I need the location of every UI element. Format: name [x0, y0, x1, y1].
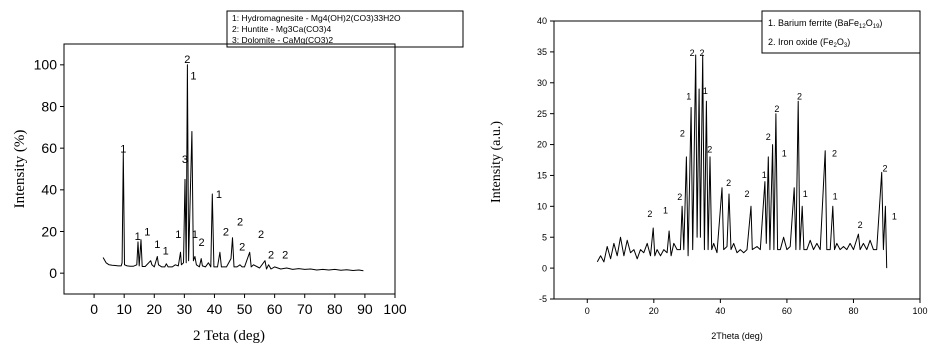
peak-label: 1: [782, 148, 787, 158]
peak-label: 1: [892, 211, 897, 221]
y-tick-label: 30: [537, 78, 547, 88]
y-tick-label: 40: [41, 182, 57, 198]
peak-label: 2: [766, 132, 771, 142]
peak-label: 2: [858, 220, 863, 230]
legend-entry-2: 2: Huntite - Mg3Ca(CO3)4: [232, 24, 331, 34]
legend-entry-3: 3: Dolomite - CaMg(CO3)2: [232, 35, 333, 45]
peak-label: 2: [680, 129, 685, 139]
peak-label: 1: [175, 229, 181, 241]
x-tick-label: 70: [297, 301, 313, 317]
y-tick-label: 15: [537, 171, 547, 181]
peak-label: 2: [797, 91, 802, 101]
peak-label: 2: [700, 48, 705, 58]
peak-label: 1: [686, 91, 691, 101]
peak-label: 2: [184, 54, 190, 66]
x-tick-label: 50: [237, 301, 253, 317]
peak-label: 1: [803, 189, 808, 199]
peak-label: 1: [762, 170, 767, 180]
y-tick-label: 35: [537, 47, 547, 57]
xrd-trace-series: [596, 54, 888, 269]
y-tick-label: 20: [41, 223, 57, 239]
x-tick-label: 60: [782, 306, 792, 316]
peak-label: 2: [707, 145, 712, 155]
peak-label: 2: [677, 192, 682, 202]
peak-label: 2: [690, 48, 695, 58]
x-axis-ticks: 0 10 20 30 40 50 60 70 80 90 100: [90, 294, 407, 317]
peak-label: 1: [190, 70, 196, 82]
peak-label: 1: [154, 239, 160, 251]
peak-label: 2: [282, 250, 288, 262]
peak-label: 2: [223, 227, 229, 239]
y-axis-ticks: 0 20 40 60 80 100: [34, 57, 64, 281]
legend-entry-1: 1: Hydromagnesite - Mg4(OH)2(CO3)33H2O: [232, 13, 401, 23]
x-tick-label: 60: [267, 301, 283, 317]
y-tick-label: 5: [542, 232, 547, 242]
y-tick-label: 100: [34, 57, 58, 73]
peak-label: 1: [663, 206, 668, 216]
x-tick-label: 100: [912, 306, 927, 316]
peak-label: 2: [744, 189, 749, 199]
y-axis-title: Intensity (%): [12, 130, 28, 209]
peak-label: 2: [726, 178, 731, 188]
plot-frame: [553, 20, 921, 300]
x-axis-title: 2Theta (deg): [711, 331, 763, 341]
plot-frame: [63, 43, 396, 295]
y-tick-label: 40: [537, 16, 547, 26]
y-tick-label: 0: [542, 263, 547, 273]
x-tick-label: 0: [585, 306, 590, 316]
x-tick-label: 30: [177, 301, 193, 317]
y-axis-title: Intensity (a.u.): [489, 121, 504, 203]
peak-label: 2: [832, 148, 837, 158]
peak-label: 2: [268, 250, 274, 262]
y-tick-label: -5: [539, 294, 547, 304]
peak-label: 2: [239, 241, 245, 253]
y-tick-label: 20: [537, 140, 547, 150]
x-tick-label: 80: [327, 301, 343, 317]
peak-label: 1: [703, 86, 708, 96]
x-tick-label: 20: [649, 306, 659, 316]
x-tick-label: 90: [357, 301, 373, 317]
legend-frame: [761, 10, 921, 54]
peak-label: 2: [647, 209, 652, 219]
y-tick-label: 25: [537, 109, 547, 119]
x-tick-label: 100: [383, 301, 407, 317]
y-tick-label: 10: [537, 201, 547, 211]
y-axis-ticks: -5 0 5 10 15 20 25 30 35 40: [537, 16, 554, 304]
peak-label: 1: [120, 143, 126, 155]
x-tick-label: 20: [146, 301, 162, 317]
x-tick-label: 80: [848, 306, 858, 316]
peak-label: 1: [216, 189, 222, 201]
legend-box: 1. Barium ferrite (BaFe12O19) 2. Iron ox…: [761, 10, 921, 54]
x-tick-label: 10: [116, 301, 132, 317]
xrd-trace-series: [102, 64, 364, 272]
legend-entry-2: 2. Iron oxide (Fe2O3): [768, 37, 850, 49]
y-tick-label: 60: [41, 140, 57, 156]
peak-label: 1: [192, 229, 198, 241]
peak-label: 2: [237, 216, 243, 228]
peak-label: 1: [144, 227, 150, 239]
legend-entry-1: 1. Barium ferrite (BaFe12O19): [768, 18, 882, 30]
x-axis-ticks: 0 20 40 60 80 100: [585, 299, 928, 316]
peak-label: 1: [163, 245, 169, 257]
x-tick-label: 0: [90, 301, 98, 317]
peak-label: 2: [198, 237, 204, 249]
legend-frame: [226, 10, 464, 48]
peak-label: 1: [135, 231, 141, 243]
legend-box: 1: Hydromagnesite - Mg4(OH)2(CO3)33H2O 2…: [226, 10, 464, 48]
x-tick-label: 40: [207, 301, 223, 317]
peak-label: 3: [182, 154, 188, 166]
peak-label: 2: [774, 104, 779, 114]
peak-label: 1: [833, 192, 838, 202]
y-tick-label: 80: [41, 98, 57, 114]
x-tick-label: 40: [715, 306, 725, 316]
y-tick-label: 0: [49, 265, 57, 281]
peak-label: 2: [883, 164, 888, 174]
x-axis-title: 2 Teta (deg): [193, 328, 265, 343]
peak-label: 2: [258, 229, 264, 241]
chart-hydromagnesite-xrd: 1: Hydromagnesite - Mg4(OH)2(CO3)33H2O 2…: [12, 10, 464, 343]
